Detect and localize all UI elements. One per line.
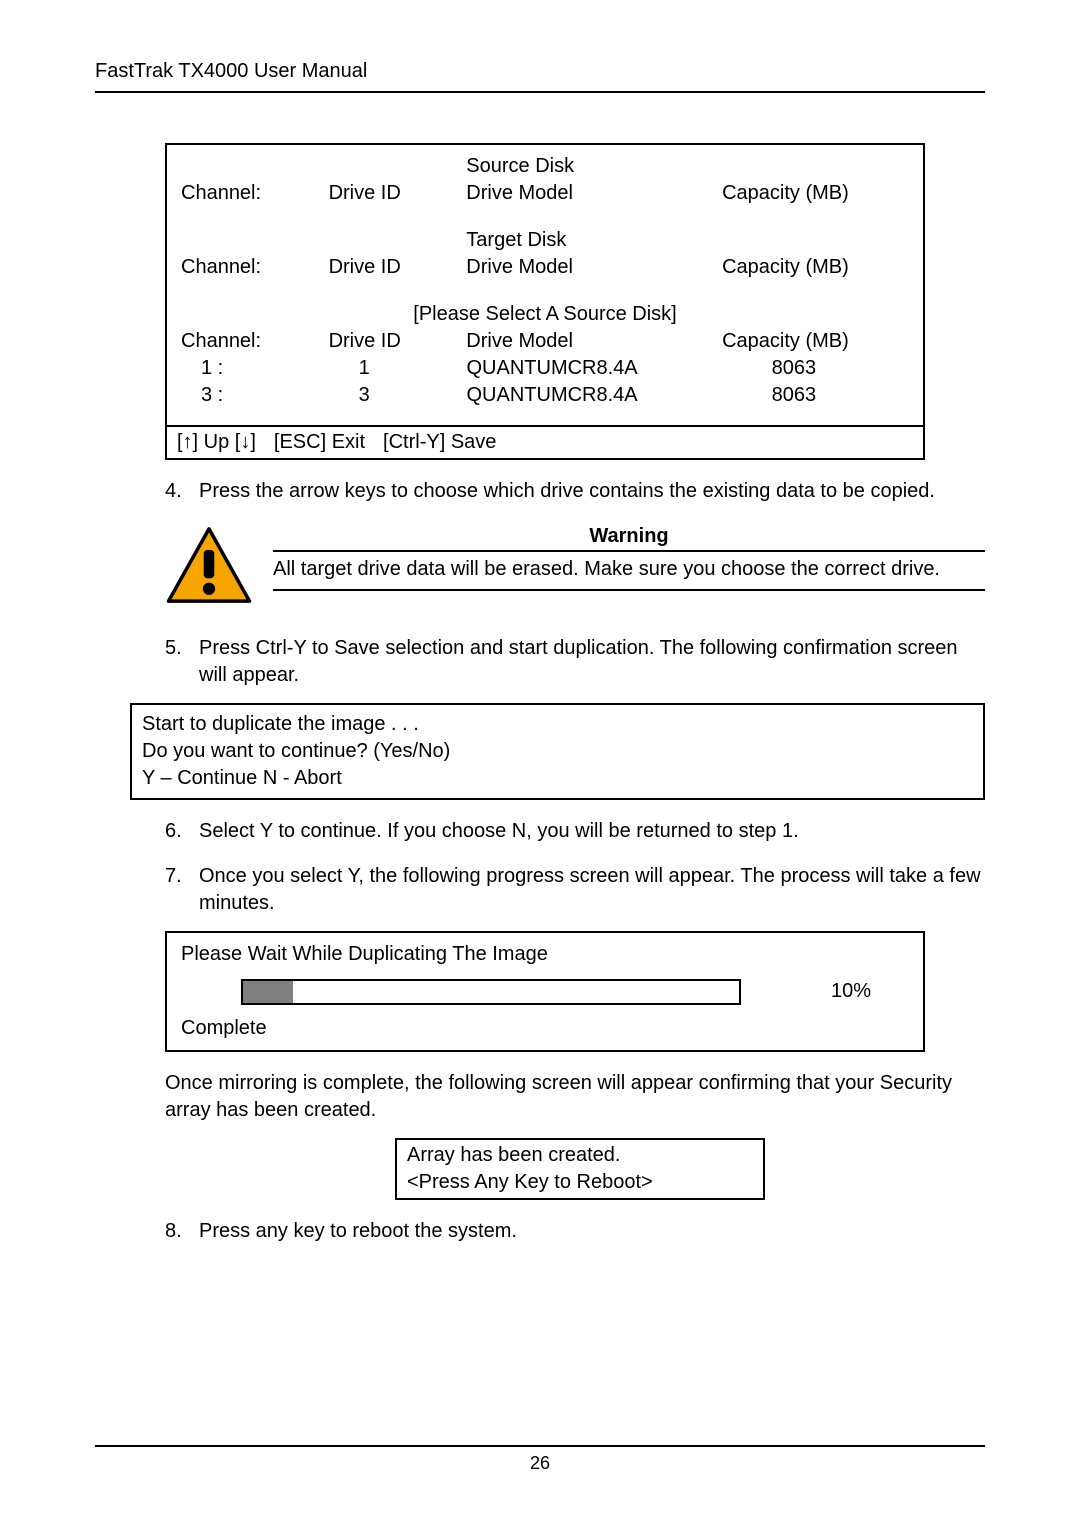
target-disk-title: Target Disk: [466, 227, 722, 254]
col-capacity: Capacity (MB): [722, 254, 909, 281]
col-channel: Channel:: [181, 180, 329, 207]
progress-title: Please Wait While Duplicating The Image: [181, 941, 909, 968]
step-7: 7. Once you select Y, the following prog…: [165, 863, 985, 917]
col-drive-model: Drive Model: [466, 180, 722, 207]
step-8: 8. Press any key to reboot the system.: [165, 1218, 985, 1245]
table-row[interactable]: 3 : 3 QUANTUMCR8.4A 8063: [181, 382, 909, 409]
warning-icon: [165, 525, 253, 605]
cell-model: QUANTUMCR8.4A: [467, 382, 722, 409]
array-created-box: Array has been created. <Press Any Key t…: [395, 1138, 765, 1200]
col-drive-id: Drive ID: [329, 328, 467, 355]
step-text: Press the arrow keys to choose which dri…: [199, 478, 985, 505]
step-text: Select Y to continue. If you choose N, y…: [199, 818, 985, 845]
confirm-box: Start to duplicate the image . . . Do yo…: [130, 703, 985, 800]
cell-channel: 3 :: [181, 382, 329, 409]
step-text: Press Ctrl-Y to Save selection and start…: [199, 635, 985, 689]
progress-bar: [241, 979, 741, 1005]
step-text: Once you select Y, the following progres…: [199, 863, 985, 917]
progress-box: Please Wait While Duplicating The Image …: [165, 931, 925, 1052]
col-capacity: Capacity (MB): [722, 180, 909, 207]
col-channel: Channel:: [181, 254, 329, 281]
doc-header: FastTrak TX4000 User Manual: [95, 60, 985, 93]
created-line1: Array has been created.: [407, 1142, 753, 1169]
step-4: 4. Press the arrow keys to choose which …: [165, 478, 985, 505]
nav-save-hint: [Ctrl-Y] Save: [383, 429, 496, 456]
confirm-line3: Y – Continue N - Abort: [142, 765, 973, 792]
step-text: Press any key to reboot the system.: [199, 1218, 985, 1245]
created-line2: <Press Any Key to Reboot>: [407, 1169, 753, 1196]
cell-id: 1: [329, 355, 467, 382]
step-number: 5.: [165, 635, 199, 689]
col-drive-model: Drive Model: [466, 328, 722, 355]
cell-id: 3: [329, 382, 467, 409]
progress-bar-fill: [243, 981, 293, 1003]
warning-title: Warning: [273, 525, 985, 552]
after-progress-text: Once mirroring is complete, the followin…: [165, 1070, 985, 1124]
nav-up-down-hint: [↑] Up [↓]: [177, 429, 256, 456]
page-footer: 26: [95, 1445, 985, 1474]
col-drive-id: Drive ID: [329, 180, 467, 207]
confirm-line1: Start to duplicate the image . . .: [142, 711, 973, 738]
progress-percent: 10%: [831, 978, 871, 1005]
col-drive-model: Drive Model: [466, 254, 722, 281]
page-number: 26: [530, 1453, 550, 1473]
confirm-line2: Do you want to continue? (Yes/No): [142, 738, 973, 765]
step-number: 8.: [165, 1218, 199, 1245]
cell-cap: 8063: [722, 382, 909, 409]
progress-complete-label: Complete: [181, 1015, 909, 1042]
source-disk-title: Source Disk: [466, 153, 722, 180]
step-6: 6. Select Y to continue. If you choose N…: [165, 818, 985, 845]
warning-block: Warning All target drive data will be er…: [165, 525, 985, 605]
nav-esc-hint: [ESC] Exit: [274, 429, 365, 456]
col-capacity: Capacity (MB): [722, 328, 909, 355]
col-drive-id: Drive ID: [329, 254, 467, 281]
warning-body: All target drive data will be erased. Ma…: [273, 556, 985, 591]
cell-model: QUANTUMCR8.4A: [467, 355, 722, 382]
step-5: 5. Press Ctrl-Y to Save selection and st…: [165, 635, 985, 689]
step-number: 6.: [165, 818, 199, 845]
col-channel: Channel:: [181, 328, 329, 355]
disk-selection-screen: Source Disk Channel: Drive ID Drive Mode…: [165, 143, 925, 460]
cell-cap: 8063: [722, 355, 909, 382]
step-number: 4.: [165, 478, 199, 505]
step-number: 7.: [165, 863, 199, 917]
table-row[interactable]: 1 : 1 QUANTUMCR8.4A 8063: [181, 355, 909, 382]
cell-channel: 1 :: [181, 355, 329, 382]
select-source-prompt: [Please Select A Source Disk]: [181, 301, 909, 328]
